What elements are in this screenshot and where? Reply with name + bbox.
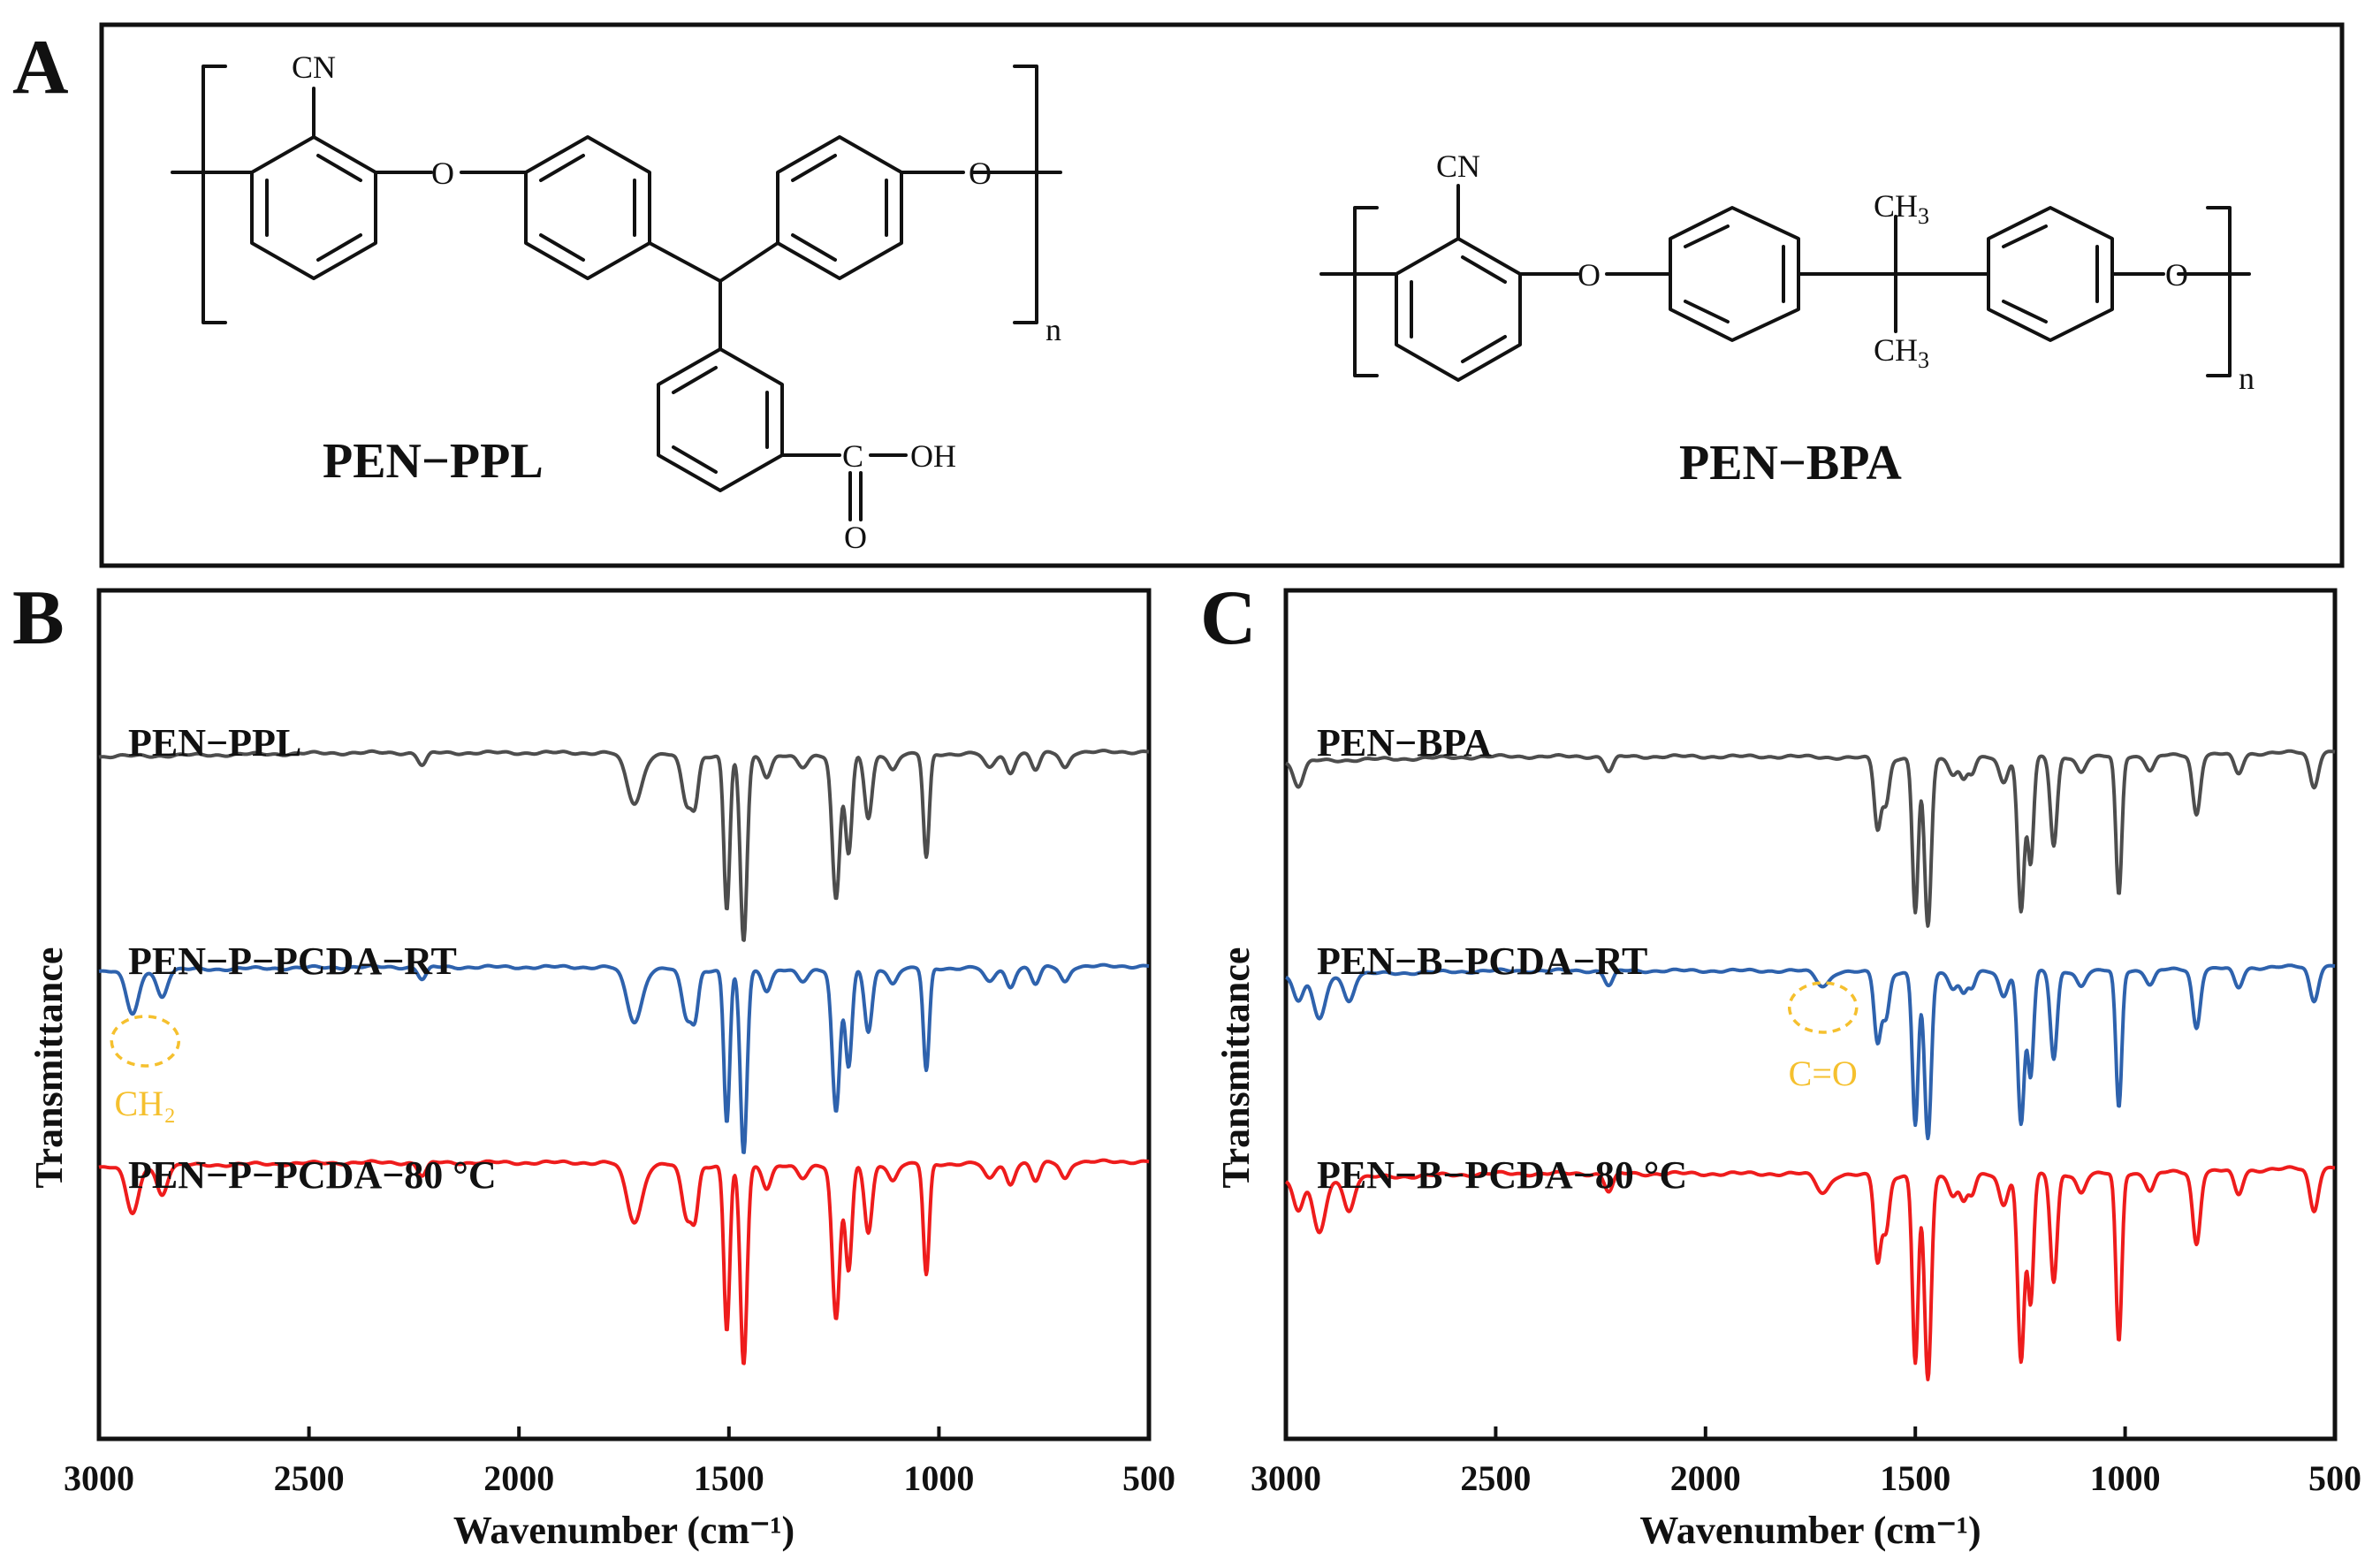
x-tick-label: 2000 [1670, 1458, 1741, 1498]
x-tick-label: 3000 [1251, 1458, 1321, 1498]
bpa-bracket-left [1353, 206, 1379, 377]
ppl-ring-4 [657, 347, 784, 492]
series-label-1: PEN−BPA [1317, 721, 1492, 764]
bpa-name: PEN−BPA [1679, 436, 1902, 491]
bpa-cn-label: CN [1436, 148, 1480, 184]
series-line-1 [98, 749, 1150, 942]
bpa-methyl-top: CH3 [1874, 188, 1929, 229]
ppl-ether-o-left: O [431, 156, 454, 191]
series-label-3: PEN−B−PCDA−80 °C [1317, 1153, 1687, 1197]
annotation-circle [1787, 981, 1859, 1034]
x-tick-label: 2500 [274, 1458, 345, 1498]
series-label-2: PEN−P−PCDA−RT [128, 939, 457, 983]
x-tick-label: 2000 [483, 1458, 554, 1498]
bpa-ether-o-right: O [2165, 257, 2188, 293]
ftir-chart-c: 3000 2500 2000 1500 1000 500 Wavenumber (cm⁻¹)… [1214, 588, 2361, 1552]
x-tick-label: 1500 [694, 1458, 764, 1498]
ppl-carbonyl-o: O [844, 520, 867, 555]
panel-label-c: C [1200, 575, 1257, 661]
ppl-ring-1 [250, 135, 377, 280]
ppl-ring-2 [524, 135, 651, 280]
bpa-ring-1 [1395, 237, 1522, 382]
ftir-chart-b: 3000 2500 2000 1500 1000 500 Wavenumber (cm⁻¹)… [27, 588, 1175, 1552]
x-axis-label: Wavenumber (cm⁻¹) [1639, 1509, 1981, 1552]
bpa-ring-3 [1987, 206, 2114, 342]
plot-frame [96, 588, 1152, 1441]
ppl-bracket-right [1013, 65, 1038, 324]
bpa-ether-o-left: O [1578, 257, 1601, 293]
ppl-bracket-left [202, 65, 227, 324]
x-tick-label: 1500 [1880, 1458, 1950, 1498]
ppl-cn-label: CN [292, 49, 336, 85]
ppl-repeat-n: n [1046, 312, 1061, 347]
panel-a-frame [99, 22, 2345, 568]
ppl-carboxyl-c: C [842, 438, 863, 474]
panel-label-a: A [12, 25, 69, 110]
panel-label-b: B [12, 575, 65, 661]
x-tick-label: 2500 [1460, 1458, 1531, 1498]
x-tick-label: 500 [1122, 1458, 1175, 1498]
x-axis-label: Wavenumber (cm⁻¹) [453, 1509, 795, 1552]
series-label-1: PEN−PPL [128, 721, 301, 764]
annotation-circle [110, 1015, 181, 1068]
plot-frame [1283, 588, 2338, 1441]
annotation-label: CH₂ [115, 1084, 177, 1123]
x-tick-label: 1000 [903, 1458, 974, 1498]
structure-pen-ppl: CN O O C OH O n PEN−PPL [171, 49, 1062, 555]
y-axis-label: Transmittance [1214, 947, 1258, 1189]
ppl-hydroxyl-oh: OH [910, 438, 956, 474]
y-axis-label: Transmittance [27, 947, 71, 1189]
structure-pen-bpa: CN O CH3 CH3 O n PEN−BPA [1319, 148, 2255, 491]
ppl-ring-3 [776, 135, 903, 280]
ppl-name: PEN−PPL [323, 434, 544, 489]
x-tick-label: 3000 [64, 1458, 134, 1498]
series-line-2 [98, 962, 1150, 1154]
bpa-ring-2 [1669, 206, 1800, 342]
x-tick-label: 500 [2308, 1458, 2361, 1498]
series-line-2 [1284, 963, 2337, 1141]
series-line-3 [1284, 1165, 2337, 1381]
bpa-methyl-bottom: CH3 [1874, 332, 1929, 373]
x-tick-label: 1000 [2090, 1458, 2161, 1498]
series-label-2: PEN−B−PCDA−RT [1317, 939, 1647, 983]
series-line-3 [98, 1158, 1150, 1365]
bpa-bracket-right [2206, 206, 2232, 377]
series-label-3: PEN−P−PCDA−80 °C [128, 1153, 497, 1197]
annotation-label: C=O [1789, 1054, 1858, 1093]
ppl-ether-o-right: O [969, 156, 992, 191]
series-line-1 [1284, 749, 2337, 928]
bpa-repeat-n: n [2239, 361, 2255, 396]
